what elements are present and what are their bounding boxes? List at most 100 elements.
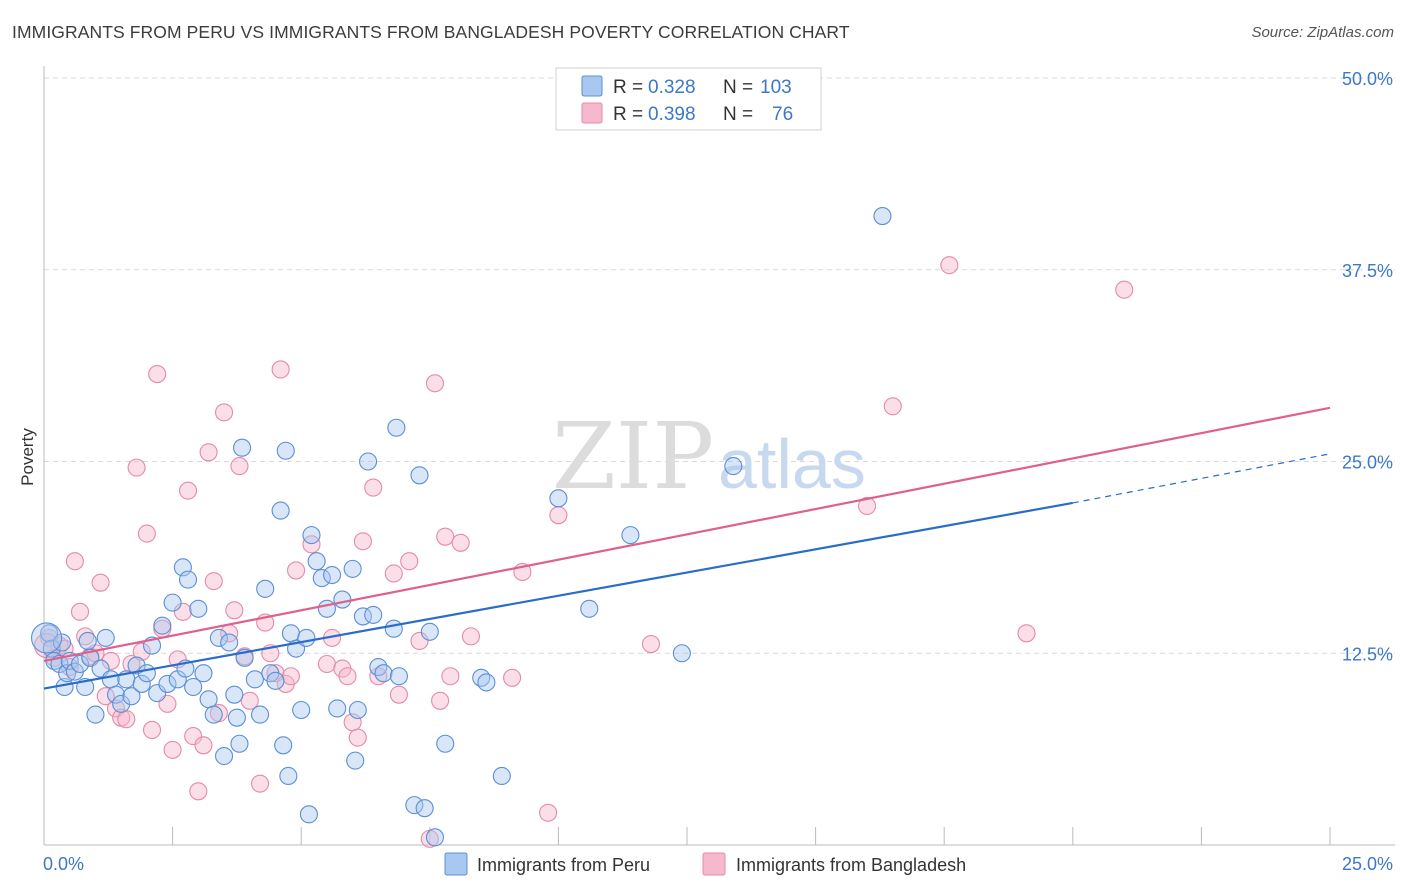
point-bangladesh xyxy=(70,602,90,621)
point-peru xyxy=(279,766,298,786)
legend-bang-r-value: 0.398 xyxy=(648,104,696,125)
point-peru xyxy=(299,805,318,824)
y-axis-title: Poverty xyxy=(18,428,37,486)
point-peru xyxy=(274,736,293,755)
point-peru xyxy=(153,616,172,635)
point-peru xyxy=(580,599,599,618)
point-peru xyxy=(276,441,295,460)
point-peru xyxy=(297,628,316,647)
source-label: Source: ZipAtlas.com xyxy=(1251,24,1394,41)
point-peru xyxy=(178,570,198,589)
bottom-legend-swatch-peru xyxy=(444,852,468,876)
point-bangladesh xyxy=(539,803,558,822)
bottom-legend-swatch-bangladesh xyxy=(702,852,726,876)
point-bangladesh xyxy=(281,667,300,686)
point-bangladesh xyxy=(194,736,213,755)
point-bangladesh xyxy=(240,691,259,710)
point-peru xyxy=(281,624,300,643)
top-legend: R = 0.328 N = 103 R = 0.398 N = 76 xyxy=(555,67,822,131)
point-peru xyxy=(122,687,141,706)
point-peru xyxy=(137,664,156,683)
y-tick-label: 50.0% xyxy=(1342,69,1393,89)
point-peru xyxy=(78,631,97,651)
point-bangladesh xyxy=(369,667,388,686)
point-bangladesh xyxy=(441,667,460,686)
point-peru xyxy=(70,654,90,674)
point-bangladesh xyxy=(461,627,481,646)
point-bangladesh xyxy=(142,720,162,740)
point-peru xyxy=(724,457,743,476)
point-bangladesh xyxy=(117,710,136,729)
point-peru xyxy=(230,734,249,753)
point-peru xyxy=(163,593,182,612)
legend-peru-n-label: N = xyxy=(723,77,753,98)
point-peru xyxy=(220,633,239,652)
point-peru xyxy=(312,569,331,588)
tick-labels: 12.5% 25.0% 37.5% 50.0% 0.0% 25.0% xyxy=(43,69,1393,874)
point-peru xyxy=(266,671,285,690)
point-bangladesh xyxy=(431,691,450,710)
point-peru xyxy=(549,489,568,508)
point-peru xyxy=(387,418,406,437)
series-peru-points xyxy=(31,207,892,847)
point-peru xyxy=(250,705,270,724)
legend-bang-n-value: 76 xyxy=(772,104,793,125)
point-bangladesh xyxy=(425,374,444,393)
point-bangladesh xyxy=(348,728,367,747)
bottom-legend-peru: Immigrants from Peru xyxy=(477,855,650,875)
point-peru xyxy=(245,670,264,689)
point-bangladesh xyxy=(127,458,146,477)
point-peru xyxy=(621,526,640,545)
point-bangladesh xyxy=(184,727,203,746)
legend-peru-n-value: 103 xyxy=(760,77,792,98)
point-peru xyxy=(86,705,105,724)
trend-line-peru-extension xyxy=(1072,453,1331,504)
x-tick-label: 25.0% xyxy=(1342,854,1393,874)
point-peru xyxy=(672,644,691,663)
point-peru xyxy=(425,828,444,847)
point-peru xyxy=(292,700,311,720)
trend-line-bangladesh xyxy=(43,406,1331,662)
watermark-atlas: atlas xyxy=(718,425,866,503)
legend-bang-n-label: N = xyxy=(723,104,753,125)
point-peru xyxy=(227,708,246,727)
point-bangladesh xyxy=(214,403,234,422)
watermark: ZIP atlas xyxy=(552,403,866,510)
x-tick-label: 0.0% xyxy=(43,854,84,874)
point-bangladesh xyxy=(641,634,661,654)
point-peru xyxy=(127,656,146,675)
point-peru xyxy=(189,599,208,618)
point-peru xyxy=(492,766,511,786)
point-bangladesh xyxy=(137,524,156,543)
point-bangladesh xyxy=(204,572,223,591)
y-tick-label: 12.5% xyxy=(1342,644,1393,664)
point-peru xyxy=(374,664,393,683)
point-bangladesh xyxy=(503,668,522,687)
trend-lines xyxy=(43,406,1331,690)
point-peru xyxy=(410,466,429,485)
point-peru xyxy=(148,684,167,703)
point-peru xyxy=(873,207,892,226)
point-peru xyxy=(40,624,59,643)
point-bangladesh xyxy=(549,506,568,525)
point-bangladesh xyxy=(883,397,902,416)
point-peru xyxy=(204,705,223,724)
point-peru xyxy=(328,699,347,718)
point-bangladesh xyxy=(1017,624,1036,643)
legend-bang-r-label: R = xyxy=(613,104,643,125)
point-peru xyxy=(389,667,408,686)
point-peru xyxy=(199,690,218,709)
point-bangladesh xyxy=(199,443,218,462)
point-peru xyxy=(302,526,321,545)
point-peru xyxy=(225,685,244,704)
point-peru xyxy=(415,799,434,818)
point-bangladesh xyxy=(250,774,270,793)
point-peru xyxy=(364,605,383,624)
point-peru xyxy=(405,796,424,815)
point-bangladesh xyxy=(410,631,429,651)
point-peru xyxy=(96,628,115,647)
point-bangladesh xyxy=(132,642,151,661)
point-bangladesh xyxy=(857,496,877,516)
point-bangladesh xyxy=(389,685,408,704)
